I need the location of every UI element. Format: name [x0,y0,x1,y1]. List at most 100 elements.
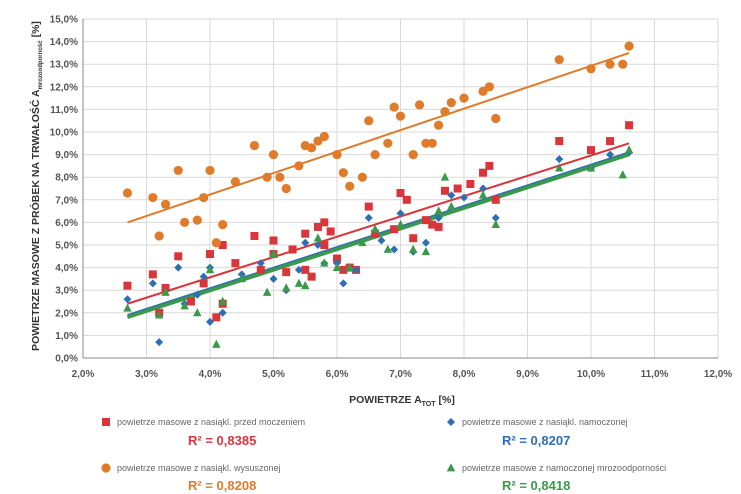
point-orange-circle [554,55,564,65]
point-orange-circle [154,231,164,241]
point-blue-diamond [199,272,208,281]
y-tick-label: 4,0% [55,263,78,274]
point-green-triangle [123,303,132,312]
point-orange-circle [618,59,628,69]
point-orange-circle [249,140,260,151]
point-red-square [206,250,214,259]
r2-label-green-triangle: R² = 0,8418 [502,478,570,493]
legend-marker-green-triangle [446,463,456,472]
point-orange-circle [173,165,183,176]
point-blue-diamond [447,191,456,200]
point-orange-circle [478,86,488,96]
point-orange-circle [262,172,272,182]
point-green-triangle [313,233,323,242]
legend-marker-blue-diamond [447,418,455,426]
point-blue-diamond [123,295,132,304]
point-orange-circle [199,192,209,203]
point-green-triangle [345,262,354,271]
point-red-square [288,245,297,254]
point-blue-diamond [352,265,361,274]
point-green-triangle [618,170,627,179]
legend-label-green-triangle: powietrze masowe z namoczonej mrozoodpor… [462,463,666,473]
point-green-triangle [161,287,170,296]
point-blue-diamond [193,290,202,299]
point-orange-circle [275,172,285,182]
point-red-square [364,202,373,211]
point-green-triangle [555,163,564,172]
point-orange-circle [624,41,634,51]
point-green-triangle [205,265,215,274]
point-orange-circle [313,136,323,146]
y-tick-label: 6,0% [55,218,78,229]
point-orange-circle [160,199,171,209]
point-orange-circle [307,143,317,153]
data-points [122,41,634,348]
point-blue-diamond [434,213,443,222]
legend-label-blue-diamond: powietrze masowe z nasiąkl. namoczonej [462,417,628,427]
point-red-square [313,222,322,231]
point-green-triangle [262,287,272,296]
point-green-triangle [624,145,634,154]
point-green-triangle [491,219,500,229]
y-tick-label: 7,0% [55,195,78,206]
point-red-square [326,227,335,236]
point-green-triangle [396,219,405,229]
legend-label-red-square: powietrze masowe z nasiąkl. przed moczen… [117,417,305,427]
x-tick-label: 2,0% [72,369,95,380]
point-orange-circle [148,192,158,203]
point-orange-circle [332,150,342,160]
point-blue-diamond [339,279,348,288]
point-red-square [466,179,475,188]
point-orange-circle [364,116,374,126]
point-red-square [250,231,259,240]
point-blue-diamond [555,155,564,164]
y-tick-label: 11,0% [50,105,78,116]
y-tick-label: 1,0% [55,331,78,342]
point-green-triangle [586,163,596,172]
point-red-square [307,272,316,281]
point-red-square [212,313,221,322]
point-red-square [409,234,418,243]
legend-marker-red-square [102,418,110,426]
point-orange-circle [427,138,437,148]
point-orange-circle [230,177,240,187]
point-green-triangle [440,172,450,181]
point-red-square [231,259,240,268]
point-blue-diamond [390,245,399,254]
r2-label-orange-circle: R² = 0,8208 [188,478,256,493]
point-orange-circle [414,100,425,110]
point-orange-circle [370,150,380,160]
point-orange-circle [389,102,399,112]
point-red-square [218,241,227,249]
point-orange-circle [605,59,615,69]
point-orange-circle [294,161,304,171]
point-red-square [587,146,595,155]
point-orange-circle [180,217,190,227]
point-red-square [333,254,341,263]
point-red-square [269,236,278,245]
point-orange-circle [268,150,279,160]
point-blue-diamond [218,308,227,317]
r2-label-red-square: R² = 0,8385 [188,433,256,448]
point-red-square [320,241,329,249]
point-blue-diamond [479,184,488,193]
point-red-square [402,195,411,204]
point-orange-circle [319,131,329,142]
point-red-square [186,297,195,306]
point-green-triangle [180,301,189,310]
legend-marker-orange-circle [101,463,111,473]
point-blue-diamond [606,150,615,159]
point-green-triangle [421,246,431,256]
point-orange-circle [218,220,228,230]
point-orange-circle [192,215,202,225]
point-green-triangle [332,262,342,271]
r2-label-blue-diamond: R² = 0,8207 [502,433,570,448]
x-tick-label: 4,0% [199,369,222,380]
point-red-square [555,137,564,146]
point-green-triangle [434,206,443,215]
point-red-square [256,265,265,274]
point-green-triangle [478,190,488,199]
y-tick-label: 14,0% [50,37,78,48]
